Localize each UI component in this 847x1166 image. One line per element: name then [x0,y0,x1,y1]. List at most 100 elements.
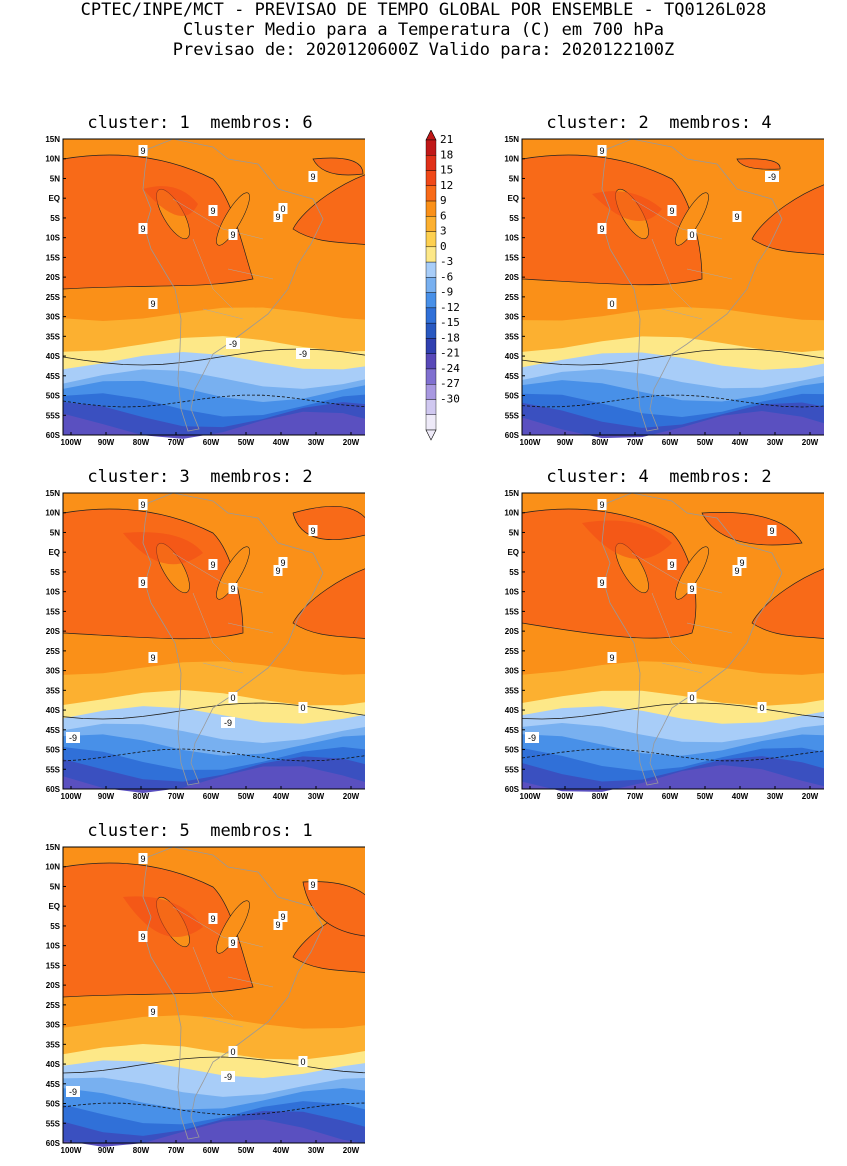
map-panel-cluster-4: cluster: 4 membros: 2 9 9 9 9 9 9 9 9 0 0 -9 15N 10N… [494,467,824,812]
field-band [63,766,365,793]
cool-hole [675,192,709,246]
x-tick-label: 50W [697,792,714,801]
warm-region [292,174,365,245]
contour-label: 9 [273,919,283,930]
hot-core [592,191,662,221]
svg-text:9: 9 [210,560,215,570]
contour-label: -9 [296,348,310,359]
x-tick-label: 40W [732,438,749,447]
temperature-colorbar: 21 18 15 12 9 6 3 0 -3 -6 -9 -12 -15 -18 -21 -24 -27 -30 [425,130,460,441]
svg-text:-9: -9 [229,339,237,349]
colorbar-swatch [425,414,437,431]
country-border [651,238,693,310]
colorbar-label: -18 [440,331,460,344]
y-tick-label: 35S [46,1040,61,1049]
country-border [661,662,703,674]
panel-title: cluster: 5 membros: 1 [87,821,313,841]
y-tick-label: 40S [505,352,520,361]
y-tick-label: 50S [46,1100,61,1109]
x-tick-label: 20W [343,438,360,447]
y-tick-label: 20S [505,273,520,282]
y-tick-label: 20S [505,627,520,636]
colorbar-label: 6 [440,209,447,222]
svg-text:9: 9 [689,584,694,594]
contour-label: 0 [757,702,767,713]
y-tick-label: EQ [48,194,60,203]
colorbar-arrow-bottom [425,429,437,441]
minus9-contour [62,748,365,762]
contour-label: 9 [138,577,148,588]
y-tick-label: EQ [48,902,60,911]
hot-core [143,186,198,216]
contour-label: -9 [221,717,235,728]
svg-text:9: 9 [150,299,155,309]
y-tick-label: 5S [50,214,60,223]
colorbar-swatch [425,399,437,415]
x-tick-label: 50W [238,438,255,447]
colorbar-swatch [425,170,437,186]
colorbar-swatch [425,322,437,339]
y-tick-label: 10S [46,588,61,597]
x-tick-label: 100W [520,792,541,801]
contour-label: 9 [732,211,742,222]
country-border [172,552,264,594]
svg-text:9: 9 [734,566,739,576]
svg-text:9: 9 [140,224,145,234]
y-tick-label: 15S [505,607,520,616]
y-tick-label: 25S [46,293,61,302]
country-border [172,906,264,948]
country-border [227,268,274,280]
svg-text:0: 0 [759,703,764,713]
svg-text:9: 9 [140,146,145,156]
y-tick-label: 45S [505,372,520,381]
colorbar-label: -3 [440,255,453,268]
continent-outline [142,846,324,1140]
y-tick-label: 25S [505,647,520,656]
country-border [227,976,274,988]
country-border [631,552,723,594]
y-tick-label: 60S [46,431,61,440]
y-tick-label: 60S [46,785,61,794]
x-tick-label: 90W [98,438,115,447]
map-svg: 9999999900-9-915N10N5NEQ5S10S15S20S25S30… [45,489,365,801]
contour-label: 9 [208,559,218,570]
svg-text:9: 9 [739,558,744,568]
map-panel-cluster-5: cluster: 5 membros: 1 9 9 9 9 9 9 9 9 0 0 -9 -9 15N 1… [35,821,365,1166]
svg-text:9: 9 [140,578,145,588]
svg-text:9: 9 [150,1007,155,1017]
map-panel-cluster-1: cluster: 1 membros: 6 9 9 9 9 9 9 9 0 -9 -9 15N 10N… [35,113,365,458]
svg-text:9: 9 [310,880,315,890]
warm-region [736,158,781,170]
country-border [202,662,244,674]
x-tick-label: 70W [168,438,185,447]
warm-region [701,512,803,546]
x-tick-label: 70W [627,438,644,447]
map-svg: 99999990-9-915N10N5NEQ5S10S15S20S25S30S3… [45,135,365,447]
y-tick-label: 60S [505,785,520,794]
svg-text:9: 9 [210,914,215,924]
contour-label: -9 [221,1071,235,1082]
x-tick-label: 60W [662,792,679,801]
zero-contour [521,348,824,366]
x-tick-label: 20W [343,792,360,801]
x-tick-label: 100W [61,792,82,801]
y-tick-label: 15S [46,607,61,616]
x-tick-label: 90W [557,792,574,801]
x-tick-label: 30W [308,438,325,447]
contour-label: -9 [66,732,80,743]
svg-text:9: 9 [140,932,145,942]
y-tick-label: 35S [505,686,520,695]
y-tick-label: 5N [50,174,60,183]
contour-label: 9 [597,499,607,510]
y-tick-label: 20S [46,273,61,282]
colorbar-swatch [425,216,437,232]
y-tick-label: 15N [45,843,60,852]
country-border [192,238,234,310]
y-tick-label: 40S [46,1060,61,1069]
y-tick-label: 10S [46,234,61,243]
contour-label: 9 [732,565,742,576]
svg-text:9: 9 [734,212,739,222]
svg-text:9: 9 [599,578,604,588]
y-tick-label: 40S [46,352,61,361]
contour-label: 9 [138,223,148,234]
